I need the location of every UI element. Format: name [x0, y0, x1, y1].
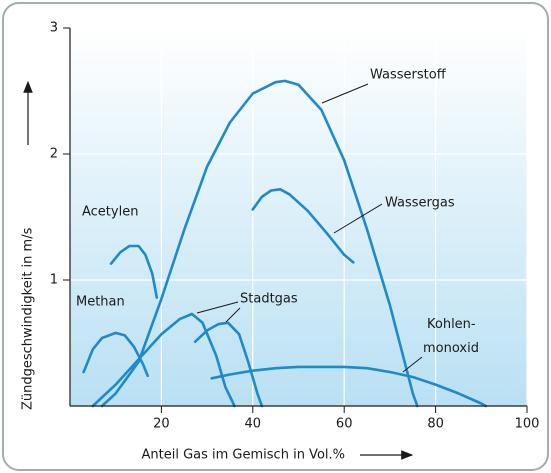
leader-line [402, 356, 423, 373]
curve [251, 188, 355, 264]
series-label: Wasserstoff [370, 68, 447, 83]
series-label: Methan [76, 295, 125, 310]
curve [82, 331, 149, 378]
y-tick-label: 3 [50, 21, 58, 36]
y-axis-label: Zündgeschwindigkeit in m/s [21, 227, 36, 410]
x-tick-label: 40 [245, 417, 262, 432]
leader-line [321, 83, 369, 104]
x-tick-label: 20 [153, 417, 170, 432]
y-tick-label: 2 [50, 147, 58, 162]
series-label: Wassergas [385, 196, 455, 211]
curve [91, 312, 264, 408]
x-tick-label: 100 [515, 417, 540, 432]
series-label: Kohlen-monoxid [423, 317, 479, 356]
leader-line [333, 203, 383, 234]
x-axis-label: Anteil Gas im Gemisch in Vol.% [142, 448, 346, 463]
y-tick-label: 1 [50, 273, 58, 288]
curve [100, 79, 419, 408]
x-tick-label: 80 [427, 417, 444, 432]
leader-line [225, 307, 241, 323]
series-label: Stadtgas [240, 292, 298, 307]
curve [109, 244, 159, 299]
curve [210, 365, 488, 408]
series-label: Acetylen [82, 205, 138, 220]
leader-line [196, 301, 239, 314]
x-tick-label: 60 [336, 417, 353, 432]
